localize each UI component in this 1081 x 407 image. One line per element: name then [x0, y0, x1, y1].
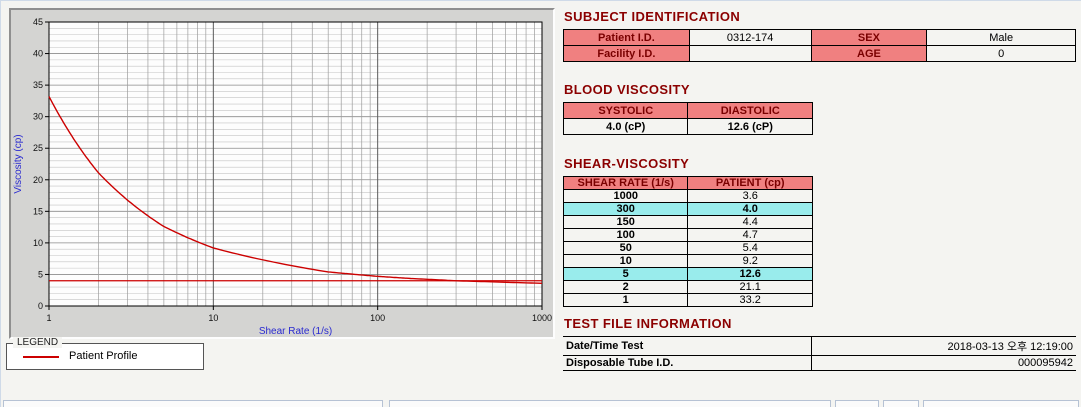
svg-text:1: 1 — [46, 313, 51, 323]
svg-text:35: 35 — [33, 80, 43, 90]
shear-row: 150 4.4 — [562, 215, 813, 229]
diastolic-value: 12.6 (cP) — [687, 118, 813, 135]
bottom-panel-segment-5[interactable] — [923, 400, 1079, 407]
svg-text:20: 20 — [33, 175, 43, 185]
shear-viscosity-title: SHEAR-VISCOSITY — [564, 156, 690, 171]
subject-identification-table: Patient I.D. 0312-174 SEX Male Facility … — [563, 29, 1076, 62]
disposable-tube-id-label: Disposable Tube I.D. — [563, 355, 811, 371]
svg-text:1000: 1000 — [532, 313, 552, 323]
svg-text:10: 10 — [33, 238, 43, 248]
date-time-test-label: Date/Time Test — [563, 336, 811, 356]
shear-row: 2 21.1 — [562, 280, 813, 294]
shear-row: 100 4.7 — [562, 228, 813, 242]
sex-label: SEX — [810, 29, 928, 46]
patient-viscosity-cell: 21.1 — [687, 280, 813, 294]
patient-viscosity-cell: 4.7 — [687, 228, 813, 242]
svg-text:Viscosity (cp): Viscosity (cp) — [13, 134, 24, 193]
bottom-panel-segment-4[interactable] — [883, 400, 919, 407]
svg-text:45: 45 — [33, 17, 43, 27]
legend-line-sample — [23, 356, 59, 358]
report-data-column: SUBJECT IDENTIFICATION Patient I.D. 0312… — [562, 9, 1077, 371]
subject-identification-title: SUBJECT IDENTIFICATION — [564, 9, 741, 24]
facility-id-label: Facility I.D. — [563, 45, 690, 62]
shear-header-row: SHEAR RATE (1/s) PATIENT (cp) — [562, 176, 813, 190]
legend-series-label: Patient Profile — [69, 350, 138, 362]
svg-text:5: 5 — [38, 269, 43, 279]
patient-viscosity-cell: 4.4 — [687, 215, 813, 229]
patient-viscosity-cell: 3.6 — [687, 189, 813, 203]
test-file-information-title: TEST FILE INFORMATION — [564, 316, 732, 331]
svg-text:0: 0 — [38, 301, 43, 311]
svg-text:15: 15 — [33, 206, 43, 216]
shear-rate-cell: 1 — [562, 293, 689, 307]
testfile-row: Disposable Tube I.D. 000095942 — [563, 355, 1076, 371]
systolic-value: 4.0 (cP) — [562, 118, 689, 135]
shear-rate-cell: 300 — [562, 202, 689, 216]
age-value: 0 — [926, 45, 1076, 62]
shear-viscosity-table: SHEAR RATE (1/s) PATIENT (cp) 1000 3.6 3… — [562, 176, 813, 307]
svg-text:Shear Rate (1/s): Shear Rate (1/s) — [259, 326, 332, 337]
sex-value: Male — [926, 29, 1076, 46]
bottom-panel-segment-2[interactable] — [389, 400, 831, 407]
shear-row: 5 12.6 — [562, 267, 813, 281]
patient-id-label: Patient I.D. — [563, 29, 690, 46]
shear-row: 1 33.2 — [562, 293, 813, 307]
shear-row: 1000 3.6 — [562, 189, 813, 203]
blood-viscosity-table: SYSTOLIC DIASTOLIC 4.0 (cP) 12.6 (cP) — [562, 102, 813, 135]
svg-text:40: 40 — [33, 49, 43, 59]
bottom-panel-segment-3[interactable] — [835, 400, 879, 407]
test-file-information-table: Date/Time Test 2018-03-13 오후 12:19:00 Di… — [563, 336, 1076, 371]
shear-row: 50 5.4 — [562, 241, 813, 255]
shear-rate-cell: 50 — [562, 241, 689, 255]
age-label: AGE — [810, 45, 928, 62]
svg-text:10: 10 — [208, 313, 218, 323]
shear-rate-cell: 10 — [562, 254, 689, 268]
blood-value-row: 4.0 (cP) 12.6 (cP) — [562, 118, 813, 135]
blood-header-row: SYSTOLIC DIASTOLIC — [562, 102, 813, 119]
subject-row: Patient I.D. 0312-174 SEX Male — [563, 29, 1076, 46]
svg-text:100: 100 — [370, 313, 385, 323]
testfile-row: Date/Time Test 2018-03-13 오후 12:19:00 — [563, 336, 1076, 356]
patient-viscosity-cell: 12.6 — [687, 267, 813, 281]
shear-row: 300 4.0 — [562, 202, 813, 216]
disposable-tube-id-value: 000095942 — [810, 355, 1076, 371]
shear-rate-cell: 2 — [562, 280, 689, 294]
shear-rate-cell: 1000 — [562, 189, 689, 203]
legend-title: LEGEND — [13, 337, 63, 348]
chart-legend: LEGEND Patient Profile — [6, 337, 204, 370]
date-time-test-value: 2018-03-13 오후 12:19:00 — [810, 336, 1076, 356]
patient-cp-header: PATIENT (cp) — [687, 176, 813, 190]
bottom-panel-segment-1[interactable] — [3, 400, 383, 407]
patient-viscosity-cell: 4.0 — [687, 202, 813, 216]
shear-rate-header: SHEAR RATE (1/s) — [562, 176, 689, 190]
systolic-header: SYSTOLIC — [562, 102, 689, 119]
patient-viscosity-cell: 33.2 — [687, 293, 813, 307]
viscosity-chart: 0 5 10 15 20 25 30 35 40 45 1 10 100 1000 Viscosity (c… — [13, 17, 552, 337]
patient-viscosity-cell: 9.2 — [687, 254, 813, 268]
shear-rate-cell: 100 — [562, 228, 689, 242]
subject-row: Facility I.D. AGE 0 — [563, 45, 1076, 62]
patient-id-value: 0312-174 — [688, 29, 812, 46]
blood-viscosity-title: BLOOD VISCOSITY — [564, 82, 690, 97]
viscosity-chart-panel: 0 5 10 15 20 25 30 35 40 45 1 10 100 1000 Viscosity (c… — [9, 8, 555, 339]
svg-text:30: 30 — [33, 112, 43, 122]
patient-viscosity-cell: 5.4 — [687, 241, 813, 255]
shear-rate-cell: 5 — [562, 267, 689, 281]
shear-rate-cell: 150 — [562, 215, 689, 229]
svg-text:25: 25 — [33, 143, 43, 153]
diastolic-header: DIASTOLIC — [687, 102, 813, 119]
facility-id-value — [688, 45, 812, 62]
shear-row: 10 9.2 — [562, 254, 813, 268]
